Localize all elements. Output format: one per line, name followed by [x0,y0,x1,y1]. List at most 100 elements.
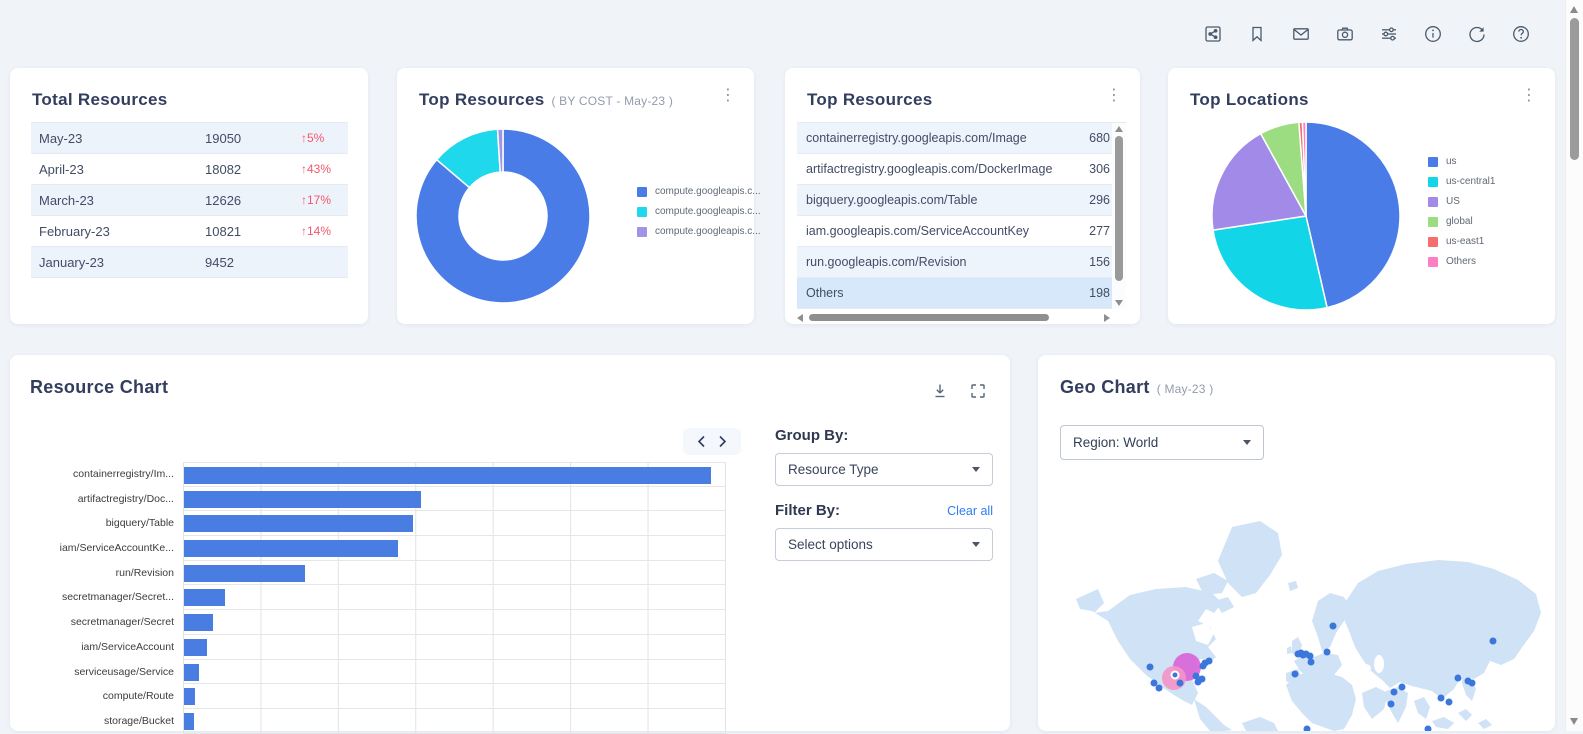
bar-track [183,536,726,561]
change-badge: ↑43% [301,162,332,176]
bar[interactable] [184,490,421,508]
scrollbar-thumb[interactable] [809,314,1049,321]
pie-slice-0[interactable] [1305,121,1401,309]
map-point-marker[interactable] [1437,694,1445,702]
list-horizontal-scrollbar[interactable] [797,311,1126,324]
filter-select[interactable]: Select options [775,528,993,561]
map-point-marker[interactable] [1329,622,1337,630]
list-item-others: Others 198 [797,278,1126,309]
bar-category-label: artifactregistry/Doc... [77,492,174,505]
legend-item[interactable]: us [1428,156,1495,167]
page-vertical-scrollbar[interactable] [1565,0,1583,731]
bar[interactable] [184,663,200,681]
map-point-marker[interactable] [1192,672,1200,680]
clear-all-link[interactable]: Clear all [947,504,993,518]
share-icon[interactable] [1203,24,1223,44]
bar[interactable] [184,614,213,632]
bar-category-label: secretmanager/Secret... [61,591,174,604]
legend-item[interactable]: compute.googleapis.c... [637,206,761,217]
download-icon[interactable] [930,381,950,401]
kebab-menu-icon[interactable]: ⋮ [1106,87,1122,104]
bar[interactable] [184,688,195,706]
donut-slice-0[interactable] [415,128,591,304]
map-point-marker[interactable] [1390,688,1398,696]
fullscreen-icon[interactable] [968,381,988,401]
list-vertical-scrollbar[interactable] [1112,123,1126,309]
pie-slice-2[interactable] [1211,132,1308,231]
map-point-marker[interactable] [1445,698,1453,706]
card-subtitle: ( May-23 ) [1156,382,1214,396]
bar[interactable] [184,467,711,484]
scroll-down-arrow[interactable] [1570,718,1578,725]
camera-icon[interactable] [1335,24,1355,44]
legend-swatch [1428,256,1438,267]
scrollbar-thumb[interactable] [1570,18,1579,160]
group-by-select[interactable]: Resource Type [775,453,993,486]
map-point-marker[interactable] [1323,648,1331,656]
legend-item[interactable]: compute.googleapis.c... [637,186,761,197]
map-point-marker[interactable] [1303,725,1311,732]
kebab-menu-icon[interactable]: ⋮ [1521,87,1537,104]
map-point-marker[interactable] [1307,658,1315,666]
scroll-left-arrow[interactable] [797,314,803,322]
list-item: artifactregistry.googleapis.com/DockerIm… [797,154,1126,185]
help-icon[interactable] [1511,24,1531,44]
bar-category-label: run/Revision [115,566,174,579]
map-point-marker[interactable] [1146,663,1154,671]
bar[interactable] [184,589,226,607]
map-point-marker[interactable] [1291,670,1299,678]
pie-slice-1[interactable] [1212,215,1328,311]
info-icon[interactable] [1423,24,1443,44]
tune-filters-icon[interactable] [1379,24,1399,44]
bar[interactable] [184,540,399,558]
top-toolbar [1203,24,1531,44]
bar-category-label: secretmanager/Secret [70,616,174,629]
map-point-marker[interactable] [1468,679,1476,687]
legend-item[interactable]: US [1428,196,1495,207]
map-point-marker[interactable] [1176,679,1184,687]
map-point-marker[interactable] [1205,657,1213,665]
chart-pager [683,428,741,455]
map-point-marker[interactable] [1454,674,1462,682]
bar-category-label: bigquery/Table [105,517,174,530]
map-point-marker[interactable] [1398,683,1406,691]
region-select[interactable]: Region: World [1060,425,1264,460]
chevron-left-icon[interactable] [697,435,706,448]
legend-item[interactable]: Others [1428,256,1495,267]
bookmark-icon[interactable] [1247,24,1267,44]
scroll-up-arrow[interactable] [1570,6,1578,13]
scrollbar-thumb[interactable] [1115,136,1123,281]
map-point-marker[interactable] [1150,679,1158,687]
scroll-down-arrow[interactable] [1115,300,1123,306]
bar[interactable] [184,638,208,656]
list-item: bigquery.googleapis.com/Table 296 [797,185,1126,216]
map-point-marker[interactable] [1306,652,1314,660]
map-point-marker[interactable] [1198,675,1206,683]
map-point-marker[interactable] [1155,684,1163,692]
legend-item[interactable]: global [1428,216,1495,227]
pie-slice-5[interactable] [1301,121,1307,217]
kebab-menu-icon[interactable]: ⋮ [720,87,736,104]
scroll-up-arrow[interactable] [1115,126,1123,132]
bar[interactable] [184,564,305,582]
legend-swatch [637,206,647,217]
map-point-marker[interactable] [1489,637,1497,645]
map-point-marker[interactable] [1424,725,1432,732]
bar-category-label: storage/Bucket [103,714,174,727]
chevron-down-icon [972,467,980,472]
legend-item[interactable]: us-central1 [1428,176,1495,187]
map-point-marker-highlighted[interactable] [1170,670,1180,680]
chevron-right-icon[interactable] [718,435,727,448]
scroll-right-arrow[interactable] [1104,314,1110,322]
bar-row: secretmanager/Secret... [32,585,726,611]
map-point-marker[interactable] [1387,700,1395,708]
mail-icon[interactable] [1291,24,1311,44]
bar[interactable] [184,515,414,533]
refresh-icon[interactable] [1467,24,1487,44]
bar-track [183,634,726,660]
bar-row: containerregistry/Im... [32,462,726,487]
legend-item[interactable]: compute.googleapis.c... [637,226,761,237]
legend-item[interactable]: us-east1 [1428,236,1495,247]
donut-slice-2[interactable] [496,128,504,173]
bar[interactable] [184,712,195,730]
